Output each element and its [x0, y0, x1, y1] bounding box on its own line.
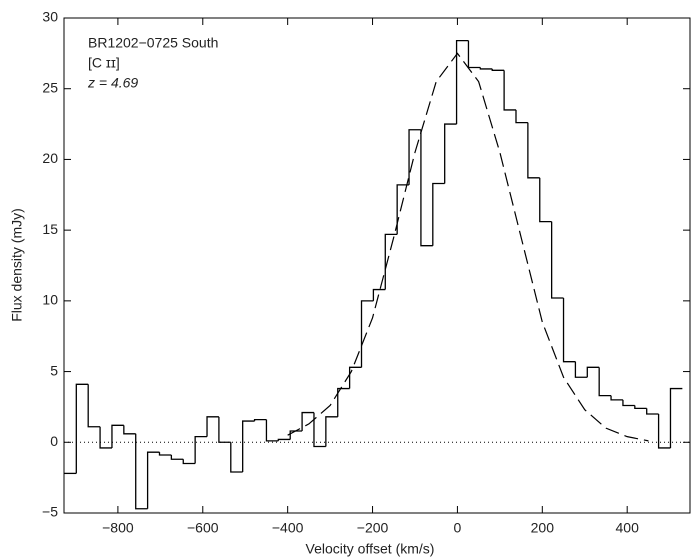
histogram-step — [550, 221, 564, 299]
x-axis-label: Velocity offset (km/s) — [306, 541, 435, 557]
histogram-step — [87, 384, 101, 428]
histogram-step — [396, 184, 410, 235]
x-tick-label: −800 — [102, 520, 134, 536]
histogram-step — [455, 39, 469, 125]
histogram-step — [313, 412, 326, 448]
histogram-step — [111, 424, 124, 448]
fit-line — [287, 52, 649, 442]
y-tick-label: 0 — [50, 433, 58, 449]
annotation: [C ɪɪ] — [88, 55, 120, 71]
histogram-step — [230, 442, 243, 473]
histogram-step — [503, 70, 516, 111]
histogram-step — [515, 109, 528, 124]
histogram-step — [479, 67, 493, 70]
histogram-step — [170, 455, 184, 460]
y-tick-label: 25 — [42, 79, 58, 95]
histogram-step — [444, 123, 457, 184]
histogram-step — [289, 430, 303, 440]
histogram-step — [277, 438, 291, 441]
histogram-step — [467, 40, 481, 69]
histogram-step — [562, 298, 576, 363]
histogram-step — [598, 367, 612, 397]
histogram-step — [634, 405, 647, 409]
histogram-step — [491, 68, 505, 71]
histogram-step — [146, 451, 160, 509]
histogram-step — [408, 129, 421, 185]
y-tick-label: 15 — [42, 221, 58, 237]
histogram-step — [657, 414, 671, 449]
histogram-step — [432, 182, 445, 246]
histogram-step — [622, 399, 635, 407]
histogram-step — [75, 383, 89, 474]
histogram-step — [242, 420, 255, 472]
histogram-step — [158, 452, 172, 456]
histogram-step — [646, 408, 659, 415]
x-tick-label: 400 — [616, 520, 640, 536]
y-axis-label: Flux density (mJy) — [9, 208, 25, 322]
y-tick-label: 30 — [42, 9, 58, 25]
plot-frame — [63, 17, 691, 514]
x-tick-label: −200 — [357, 520, 389, 536]
histogram-step — [372, 288, 386, 301]
histogram-step — [586, 366, 600, 378]
x-tick-label: 0 — [454, 520, 462, 536]
x-tick-label: −400 — [272, 520, 304, 536]
annotation: z = 4.69 — [87, 75, 138, 91]
histogram-step — [527, 122, 540, 179]
histogram-step — [348, 366, 362, 389]
histogram-step — [206, 416, 219, 437]
histogram-step — [301, 411, 314, 431]
x-tick-label: −600 — [187, 520, 219, 536]
histogram-step — [610, 395, 623, 401]
histogram-step — [420, 129, 433, 247]
y-tick-label: −5 — [42, 504, 58, 520]
histogram-step — [337, 387, 350, 417]
histogram-step — [135, 433, 148, 510]
histogram-step — [99, 426, 112, 449]
histogram-step — [574, 361, 588, 378]
histogram-step — [669, 387, 683, 448]
histogram-step — [182, 459, 196, 465]
y-tick-label: 20 — [42, 150, 58, 166]
histogram-step — [253, 419, 267, 422]
annotation: BR1202−0725 South — [88, 35, 218, 51]
histogram-step — [123, 425, 136, 435]
x-tick-label: 200 — [531, 520, 555, 536]
histogram-step — [265, 419, 279, 442]
histogram-step — [539, 177, 552, 223]
y-tick-label: 5 — [50, 362, 58, 378]
histogram-step — [218, 416, 231, 443]
histogram-step — [360, 300, 374, 368]
histogram-step — [384, 233, 398, 290]
y-tick-label: 10 — [42, 292, 58, 308]
histogram-step — [194, 435, 208, 464]
histogram-step — [325, 416, 338, 447]
